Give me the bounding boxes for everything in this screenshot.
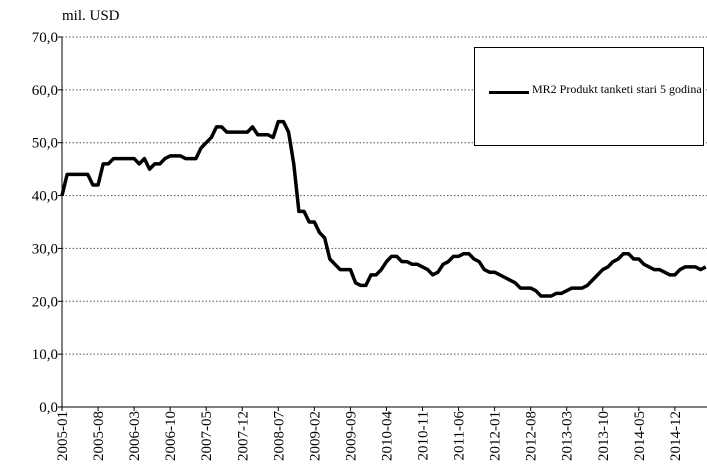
x-tick-label: 2014-12 bbox=[668, 411, 684, 461]
y-tick-label: 40,0 bbox=[32, 189, 58, 205]
legend-swatch bbox=[489, 91, 529, 94]
x-tick-label: 2009-02 bbox=[307, 411, 323, 461]
x-tick-label: 2009-09 bbox=[343, 411, 359, 461]
x-tick-label: 2008-07 bbox=[271, 411, 287, 461]
y-tick-label: 50,0 bbox=[32, 136, 58, 152]
series-line bbox=[60, 119, 707, 298]
x-tick-label: 2011-06 bbox=[452, 411, 468, 461]
x-tick-label: 2013-10 bbox=[596, 411, 612, 461]
legend-label: MR2 Produkt tanketi stari 5 godina bbox=[532, 82, 702, 96]
y-tick-label: 70,0 bbox=[32, 30, 58, 46]
x-tick-label: 2007-12 bbox=[235, 411, 251, 461]
x-tick-label: 2010-04 bbox=[379, 411, 395, 461]
legend: MR2 Produkt tanketi stari 5 godina bbox=[474, 47, 704, 146]
x-tick-label: 2013-03 bbox=[560, 411, 576, 461]
x-tick-label: 2012-01 bbox=[488, 411, 504, 461]
x-tick-label: 2014-05 bbox=[632, 411, 648, 461]
y-tick-label: 0,0 bbox=[39, 400, 58, 416]
x-tick-label: 2007-05 bbox=[199, 411, 215, 461]
y-tick-label: 10,0 bbox=[32, 347, 58, 363]
x-tick-label: 2006-10 bbox=[163, 411, 179, 461]
x-tick-label: 2006-03 bbox=[127, 411, 143, 461]
y-tick-label: 20,0 bbox=[32, 294, 58, 310]
y-tick-label: 30,0 bbox=[32, 241, 58, 257]
x-tick-label: 2010-11 bbox=[416, 411, 432, 460]
x-tick-label: 2012-08 bbox=[524, 411, 540, 461]
x-tick-label: 2005-08 bbox=[91, 411, 107, 461]
y-axis-label: mil. USD bbox=[62, 8, 120, 24]
y-tick-label: 60,0 bbox=[32, 83, 58, 99]
x-tick-label: 2005-01 bbox=[55, 411, 71, 461]
